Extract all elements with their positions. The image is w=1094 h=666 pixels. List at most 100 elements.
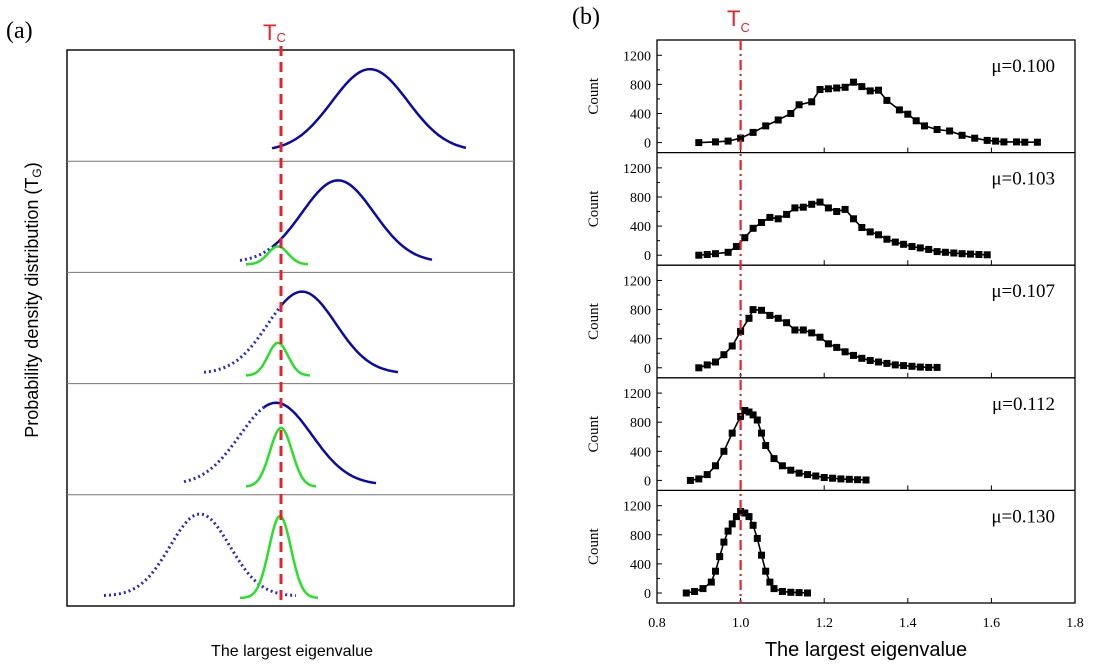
green-distribution-curve: [245, 426, 317, 488]
data-point: [833, 208, 841, 215]
data-point: [841, 205, 849, 213]
data-point: [833, 343, 841, 351]
data-point: [866, 357, 874, 364]
y-tick-label: 0: [644, 137, 651, 152]
data-point: [983, 251, 991, 259]
data-point: [808, 200, 816, 208]
data-point: [921, 122, 928, 130]
tc-sub-b: C: [740, 20, 749, 35]
data-point: [900, 240, 908, 248]
data-point: [824, 340, 832, 348]
data-point: [967, 250, 974, 258]
data-point: [895, 106, 903, 114]
data-point: [712, 567, 719, 575]
data-point: [804, 589, 811, 597]
data-point: [724, 527, 732, 535]
data-point: [778, 588, 786, 595]
data-point: [971, 134, 979, 142]
data-point: [737, 134, 745, 142]
panel-a-curves: [103, 67, 467, 600]
data-point: [753, 534, 761, 542]
panel-a-row-4: [183, 401, 377, 488]
data-point: [737, 412, 745, 420]
data-point: [904, 110, 912, 118]
data-point: [916, 363, 924, 371]
dotted-tail-curve: [203, 306, 282, 374]
y-tick-label: 0: [644, 249, 651, 264]
y-tick-label: 400: [630, 107, 651, 122]
data-point: [933, 126, 941, 133]
data-point: [787, 110, 795, 117]
panel-a-frame: [66, 49, 515, 607]
data-point: [783, 210, 791, 218]
data-point: [883, 359, 891, 367]
data-point: [770, 585, 778, 593]
data-point: [950, 249, 958, 257]
data-point: [845, 475, 853, 483]
data-point: [695, 139, 703, 147]
data-point: [703, 361, 711, 369]
data-point: [808, 98, 816, 106]
data-point: [699, 585, 707, 593]
series-name-label: μ=0.130: [991, 506, 1055, 527]
data-point: [728, 429, 736, 437]
x-tick-label: 1.8: [1066, 616, 1084, 631]
data-point: [737, 327, 745, 335]
data-point: [983, 136, 991, 144]
y-tick-label: 400: [630, 558, 651, 573]
panel-a-ylabel: Probability density distribution (TG): [22, 162, 44, 437]
data-point: [795, 101, 803, 109]
blue-distribution-curve: [271, 179, 433, 261]
data-point: [1000, 138, 1008, 146]
series-line: [690, 409, 867, 482]
data-point: [829, 474, 837, 482]
data-point: [749, 306, 757, 314]
data-point: [753, 416, 761, 424]
y-axis-label: Count: [586, 528, 602, 566]
data-point: [850, 78, 857, 86]
x-tick-label: 1.4: [899, 616, 917, 631]
data-point: [883, 235, 891, 243]
data-point: [766, 213, 774, 221]
y-axis-label: Count: [586, 190, 602, 228]
data-point: [958, 131, 966, 139]
data-point: [946, 127, 954, 135]
data-point: [749, 128, 757, 136]
data-point: [695, 251, 703, 259]
series-name-label: μ=0.107: [991, 281, 1055, 302]
panel-b-label: (b): [572, 4, 600, 30]
data-point: [758, 551, 765, 559]
data-point: [770, 455, 778, 463]
data-point: [816, 333, 824, 341]
data-point: [891, 238, 899, 246]
panel-a-xlabel: The largest eigenvalue: [211, 643, 373, 660]
data-point: [766, 311, 774, 319]
subplot-1: 0 400 800 1200 Count μ=0.100: [586, 49, 1076, 153]
data-point: [787, 466, 795, 474]
data-point: [820, 474, 828, 481]
data-point: [933, 248, 941, 256]
data-point: [837, 475, 845, 483]
data-point: [758, 219, 765, 226]
data-point: [712, 462, 719, 470]
data-point: [762, 567, 770, 575]
data-point: [712, 358, 719, 366]
data-point: [686, 476, 694, 484]
data-point: [816, 198, 824, 206]
data-point: [1033, 138, 1041, 146]
data-point: [703, 251, 711, 258]
data-point: [741, 407, 749, 414]
panel-a-row-3: [203, 290, 399, 377]
data-point: [749, 411, 757, 419]
panel-b: (b) TC 0 400 800 1200 Count μ=0.100 0 400 800 120…: [572, 4, 1084, 661]
data-point: [741, 509, 749, 517]
y-tick-label: 800: [630, 78, 651, 93]
data-point: [812, 472, 820, 480]
data-point: [841, 83, 849, 91]
y-tick-label: 800: [630, 529, 651, 544]
panel-a-ylabel-sub: G: [30, 168, 44, 177]
data-point: [691, 588, 699, 595]
data-point: [824, 204, 832, 212]
data-point: [875, 231, 882, 239]
tc-letter-a: T: [263, 20, 276, 45]
